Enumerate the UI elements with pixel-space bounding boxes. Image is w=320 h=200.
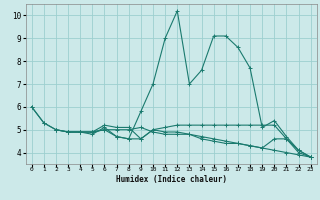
X-axis label: Humidex (Indice chaleur): Humidex (Indice chaleur) xyxy=(116,175,227,184)
